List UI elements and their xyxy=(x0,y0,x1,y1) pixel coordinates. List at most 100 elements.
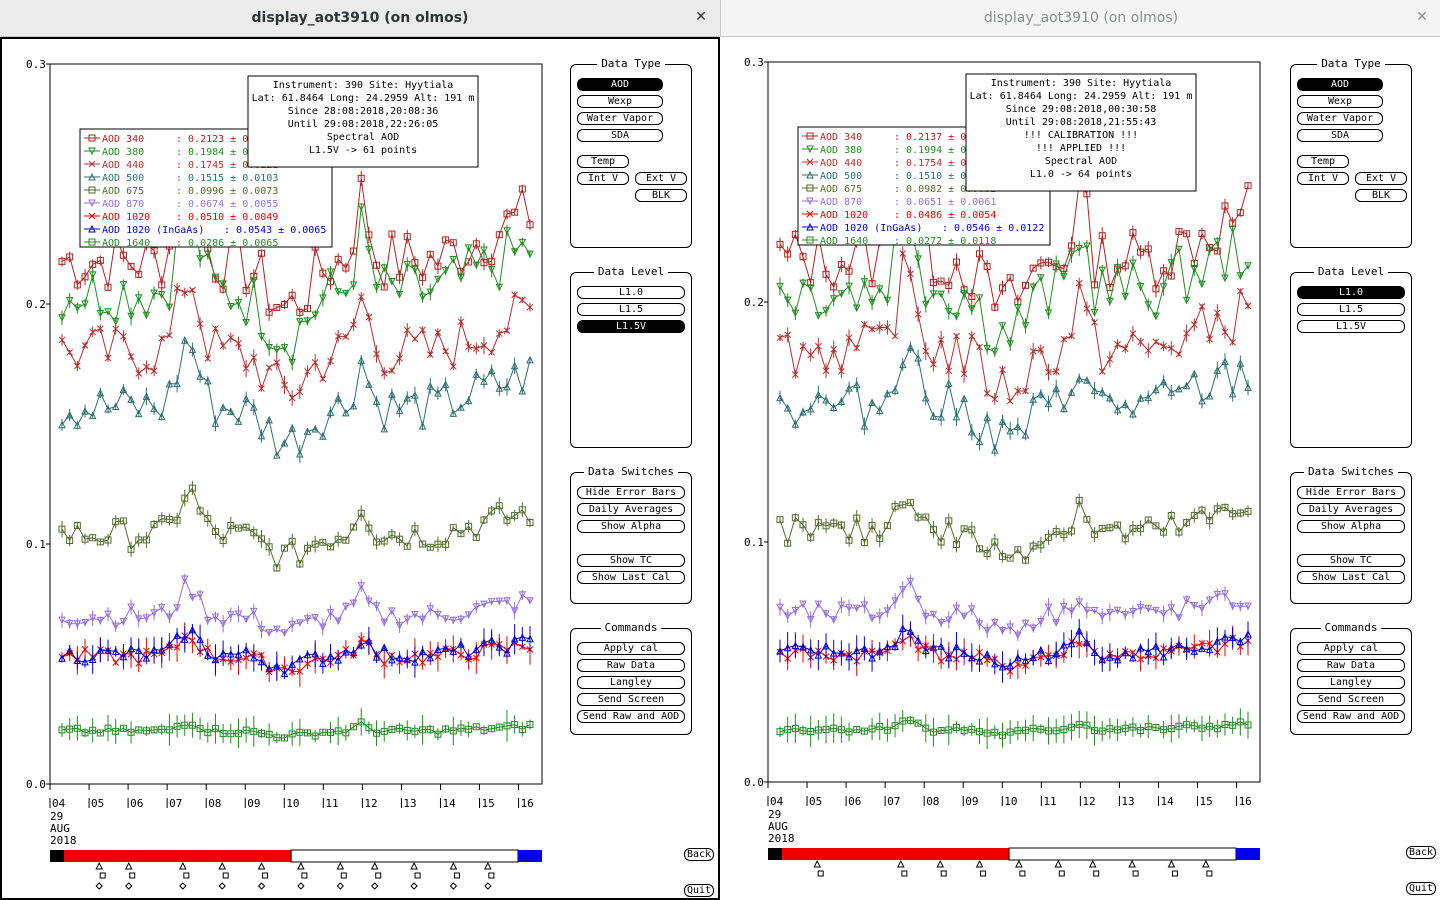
data-point xyxy=(296,449,304,458)
raw-data-button[interactable]: Raw Data xyxy=(1297,659,1405,672)
data-point xyxy=(165,613,174,622)
data-point xyxy=(81,729,89,737)
data-point xyxy=(518,506,526,514)
data-point xyxy=(1029,724,1037,732)
sda-button[interactable]: SDA xyxy=(577,129,663,142)
langley-button[interactable]: Langley xyxy=(1297,676,1405,689)
data-point xyxy=(388,607,396,615)
aod-button[interactable]: AOD xyxy=(577,78,663,91)
aod-button[interactable]: AOD xyxy=(1297,78,1383,91)
send-raw-and-aod-button[interactable]: Send Raw and AOD xyxy=(577,710,685,723)
data-point xyxy=(73,304,82,313)
send-raw-and-aod-button[interactable]: Send Raw and AOD xyxy=(1297,710,1405,723)
data-point xyxy=(799,642,807,651)
data-point xyxy=(1052,727,1060,735)
wexp-button[interactable]: Wexp xyxy=(1297,95,1383,108)
data-point xyxy=(180,635,189,644)
level-l15v-button[interactable]: L1.5V xyxy=(577,320,685,333)
daily-averages-button[interactable]: Daily Averages xyxy=(577,503,685,516)
ext-v-button[interactable]: Ext V xyxy=(635,172,687,185)
data-point xyxy=(226,611,235,619)
wexp-button[interactable]: Wexp xyxy=(577,95,663,108)
legend-label: AOD 675 xyxy=(820,184,862,195)
titlebar[interactable]: display_aot3910 (on olmos) ✕ xyxy=(0,0,720,37)
data-point xyxy=(373,538,381,546)
quit-button[interactable]: Quit xyxy=(1406,882,1437,895)
int-v-button[interactable]: Int V xyxy=(577,172,629,185)
apply-cal-button[interactable]: Apply cal xyxy=(1297,642,1405,655)
temp-button[interactable]: Temp xyxy=(1297,155,1349,168)
data-point xyxy=(1152,285,1160,293)
show-last-cal-button[interactable]: Show Last Cal xyxy=(577,571,685,584)
data-point xyxy=(58,314,66,322)
level-l10-button[interactable]: L1.0 xyxy=(577,286,685,299)
apply-cal-button[interactable]: Apply cal xyxy=(577,642,685,655)
data-point xyxy=(257,729,265,737)
daily-averages-button[interactable]: Daily Averages xyxy=(1297,503,1405,516)
data-point xyxy=(891,502,899,510)
x-tick-label: 10 xyxy=(1004,795,1017,808)
series-line xyxy=(61,577,531,634)
data-point xyxy=(1021,619,1030,628)
data-point xyxy=(188,484,196,492)
titlebar[interactable]: display_aot3910 (on olmos) ✕ xyxy=(720,0,1440,37)
data-point xyxy=(1205,391,1214,400)
data-point xyxy=(134,615,143,624)
send-screen-button[interactable]: Send Screen xyxy=(577,693,685,706)
data-point xyxy=(441,615,450,623)
level-l15-button[interactable]: L1.5 xyxy=(1297,303,1405,316)
back-button[interactable]: Back xyxy=(684,848,715,861)
level-l10-button[interactable]: L1.0 xyxy=(1297,286,1405,299)
data-point xyxy=(1060,273,1068,281)
level-l15v-button[interactable]: L1.5V xyxy=(1297,320,1405,333)
raw-data-button[interactable]: Raw Data xyxy=(577,659,685,672)
data-point xyxy=(968,332,976,340)
level-l15-button[interactable]: L1.5 xyxy=(577,303,685,316)
legend-marker xyxy=(806,210,814,218)
data-point xyxy=(898,624,907,633)
show-alpha-button[interactable]: Show Alpha xyxy=(577,520,685,533)
langley-button[interactable]: Langley xyxy=(577,676,685,689)
data-point xyxy=(226,649,235,658)
blk-button[interactable]: BLK xyxy=(1355,189,1407,202)
send-screen-button[interactable]: Send Screen xyxy=(1297,693,1405,706)
close-icon[interactable]: ✕ xyxy=(1416,9,1428,25)
data-point xyxy=(937,727,945,735)
data-point xyxy=(929,526,937,534)
temp-button[interactable]: Temp xyxy=(577,155,629,168)
int-v-button[interactable]: Int V xyxy=(1297,172,1349,185)
data-point xyxy=(1067,607,1076,616)
water-vapor-button[interactable]: Water Vapor xyxy=(577,112,663,125)
blk-button[interactable]: BLK xyxy=(635,189,687,202)
show-alpha-button[interactable]: Show Alpha xyxy=(1297,520,1405,533)
ext-v-button[interactable]: Ext V xyxy=(1355,172,1407,185)
data-point xyxy=(814,726,822,734)
quit-button[interactable]: Quit xyxy=(684,884,715,897)
hide-error-bars-button[interactable]: Hide Error Bars xyxy=(1297,486,1405,499)
data-point xyxy=(899,250,907,257)
hide-error-bars-button[interactable]: Hide Error Bars xyxy=(577,486,685,499)
data-point xyxy=(188,625,197,634)
water-vapor-button[interactable]: Water Vapor xyxy=(1297,112,1383,125)
data-point xyxy=(1006,274,1014,282)
info-line: Since 29:08:2018,00:30:58 xyxy=(1006,104,1157,115)
show-last-cal-button[interactable]: Show Last Cal xyxy=(1297,571,1405,584)
data-point xyxy=(265,730,273,738)
data-point xyxy=(1083,515,1091,523)
show-tc-button[interactable]: Show TC xyxy=(577,554,685,567)
x-tick-label: 11 xyxy=(1043,795,1056,808)
data-point xyxy=(837,397,846,406)
triangle-icon xyxy=(484,861,492,870)
data-point xyxy=(1044,656,1053,665)
data-point xyxy=(1098,727,1106,735)
data-point xyxy=(127,312,135,321)
sda-button[interactable]: SDA xyxy=(1297,129,1383,142)
data-point xyxy=(1144,301,1153,309)
data-point xyxy=(449,363,457,370)
back-button[interactable]: Back xyxy=(1406,846,1437,859)
data-point xyxy=(81,618,89,627)
data-point xyxy=(242,523,250,531)
show-tc-button[interactable]: Show TC xyxy=(1297,554,1405,567)
data-point xyxy=(395,653,404,662)
close-icon[interactable]: ✕ xyxy=(695,9,707,25)
